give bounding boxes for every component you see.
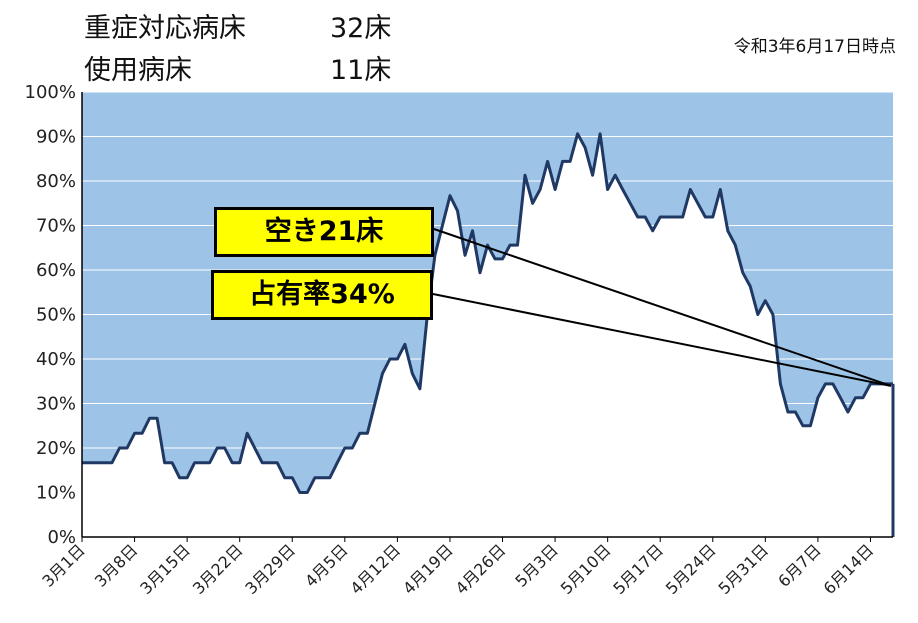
y-tick-label: 90%	[36, 127, 76, 148]
x-tick-label: 5月31日	[715, 540, 773, 598]
x-tick-label: 5月10日	[557, 540, 615, 598]
callout-occupancy-rate: 占有率34%	[211, 270, 433, 320]
callout-pointer-rate	[432, 293, 892, 387]
callout-vacant-beds: 空き21床	[214, 207, 434, 257]
callout-pointer-vacant	[433, 228, 892, 387]
x-tick-label: 5月3日	[511, 540, 561, 590]
header-beds-count: 32床	[330, 13, 392, 44]
y-tick-label: 30%	[36, 394, 76, 415]
y-tick-label: 50%	[36, 305, 76, 326]
x-tick-label: 3月8日	[91, 540, 141, 590]
header-title-beds: 重症対応病床	[84, 13, 246, 44]
x-tick-label: 5月17日	[609, 540, 667, 598]
y-tick-label: 40%	[36, 349, 76, 370]
x-tick-label: 3月15日	[136, 540, 194, 598]
as-of-date: 令和3年6月17日時点	[733, 37, 896, 57]
y-tick-label: 0%	[47, 527, 76, 548]
y-tick-label: 100%	[25, 82, 76, 103]
y-tick-label: 60%	[36, 260, 76, 281]
x-tick-label: 6月14日	[820, 540, 878, 598]
x-tick-label: 3月22日	[189, 540, 247, 598]
y-tick-label: 80%	[36, 171, 76, 192]
x-tick-label: 3月29日	[241, 540, 299, 598]
x-tick-label: 4月5日	[301, 540, 351, 590]
x-tick-label: 5月24日	[662, 540, 720, 598]
x-tick-label: 6月7日	[774, 540, 824, 590]
x-tick-label: 4月19日	[399, 540, 457, 598]
header-title-used: 使用病床	[84, 55, 192, 86]
y-tick-label: 20%	[36, 438, 76, 459]
series-line	[82, 132, 893, 494]
x-tick-label: 4月12日	[347, 540, 405, 598]
y-tick-label: 10%	[36, 483, 76, 504]
y-tick-label: 70%	[36, 216, 76, 237]
x-tick-label: 4月26日	[452, 540, 510, 598]
header-used-count: 11床	[330, 55, 392, 86]
area-fill	[82, 133, 893, 538]
